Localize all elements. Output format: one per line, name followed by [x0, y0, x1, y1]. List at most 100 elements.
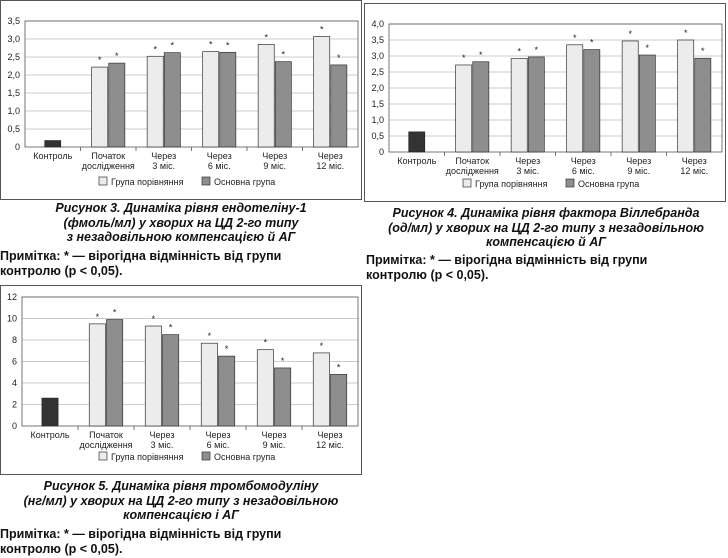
- note-line: контролю (р < 0,05).: [0, 541, 123, 556]
- note-line: контролю (р < 0,05).: [0, 263, 123, 278]
- x-category-label: 12 міс.: [680, 166, 708, 176]
- significance-star: *: [320, 24, 324, 34]
- x-category-label: дослідження: [82, 161, 135, 171]
- caption-line: Рисунок 5. Динаміка рівня тромбомодуліну: [43, 479, 319, 493]
- bar-control: [41, 397, 59, 427]
- bar-comparison: [312, 352, 330, 427]
- significance-star: *: [98, 55, 102, 65]
- legend-label-comparison: Група порівняння: [111, 177, 184, 187]
- legend-label-main: Основна група: [578, 179, 639, 189]
- x-category-label: 12 міс.: [316, 161, 344, 171]
- legend-swatch-main: [565, 178, 575, 188]
- significance-star: *: [225, 344, 229, 354]
- chart-endothelin: 0 0,5 1,0 1,5 2,0 2,5 3,0 3,5 Контроль Початокдос…: [0, 0, 362, 200]
- bar-comparison: [200, 342, 218, 427]
- x-category-label: 9 міс.: [627, 166, 650, 176]
- caption-line: (фмоль/мл) у хворих на ЦД 2-го типу: [63, 215, 299, 230]
- figure-4-chart: 0 0,5 1,0 1,5 2,0 2,5 3,0 3,5 4,0 Контроль Початок…: [364, 3, 726, 202]
- y-tick-label: 0: [12, 421, 17, 431]
- note-line: Примітка: * — вірогідна відмінність від …: [0, 249, 282, 263]
- bar-main: [108, 62, 126, 148]
- bar-comparison: [566, 44, 584, 153]
- x-category-label: Через: [262, 151, 287, 161]
- significance-star: *: [684, 28, 688, 38]
- x-category-label: Через: [151, 151, 176, 161]
- figure-5-caption: Рисунок 5. Динаміка рівня тромбомодуліну…: [0, 479, 362, 523]
- y-tick-label: 1,5: [7, 88, 20, 98]
- significance-star: *: [152, 314, 156, 324]
- x-category-label: Через: [318, 151, 343, 161]
- x-category-label: 3 міс.: [516, 166, 539, 176]
- y-tick-label: 8: [12, 335, 17, 345]
- significance-star: *: [264, 32, 268, 42]
- bar-main: [274, 367, 292, 427]
- bar-main: [106, 319, 124, 427]
- x-category-label: Через: [206, 430, 231, 440]
- bar-comparison: [146, 55, 164, 148]
- y-tick-label: 2,5: [7, 52, 20, 62]
- y-tick-label: 0: [15, 142, 20, 152]
- significance-star: *: [646, 43, 650, 53]
- bar-main: [583, 49, 601, 153]
- significance-star: *: [113, 308, 117, 318]
- y-tick-label: 12: [7, 292, 17, 302]
- significance-star: *: [337, 362, 341, 372]
- bar-main: [163, 52, 181, 148]
- y-tick-label: 0,5: [7, 124, 20, 134]
- figure-5-note: Примітка: * — вірогідна відмінність від …: [0, 527, 362, 556]
- bar-main: [472, 61, 490, 153]
- x-category-label: Через: [515, 156, 540, 166]
- significance-star: *: [115, 51, 119, 61]
- chart-frame: [364, 3, 726, 202]
- x-category-label: 9 міс.: [263, 440, 286, 450]
- x-category-label: 3 міс.: [151, 440, 174, 450]
- y-tick-label: 0,5: [371, 131, 384, 141]
- x-category-label: Через: [318, 430, 343, 440]
- significance-star: *: [226, 40, 230, 50]
- x-category-label: дослідження: [79, 440, 132, 450]
- significance-star: *: [535, 45, 539, 55]
- y-tick-label: 6: [12, 357, 17, 367]
- significance-star: *: [590, 38, 594, 48]
- bar-comparison: [510, 58, 528, 153]
- significance-star: *: [628, 29, 632, 39]
- significance-star: *: [209, 40, 213, 50]
- figure-3-note: Примітка: * — вірогідна відмінність від …: [0, 249, 362, 278]
- bar-comparison: [257, 44, 275, 148]
- figure-3-chart: 0 0,5 1,0 1,5 2,0 2,5 3,0 3,5 Контроль Початок дос…: [0, 0, 362, 200]
- bar-control: [44, 140, 62, 148]
- y-tick-label: 4,0: [371, 19, 384, 29]
- significance-star: *: [462, 53, 466, 63]
- bar-comparison: [202, 51, 220, 148]
- y-tick-label: 1,0: [7, 106, 20, 116]
- bar-main: [638, 54, 656, 153]
- bar-comparison: [256, 349, 274, 427]
- significance-star: *: [264, 338, 268, 348]
- x-category-label: 9 міс.: [263, 161, 286, 171]
- x-category-label: дослідження: [446, 166, 499, 176]
- significance-star: *: [517, 47, 521, 57]
- legend-label-comparison: Група порівняння: [111, 452, 184, 462]
- significance-star: *: [573, 33, 577, 43]
- caption-line: Рисунок 3. Динаміка рівня ендотеліну-1: [55, 201, 307, 215]
- legend-swatch-main: [201, 176, 211, 186]
- y-tick-label: 2: [12, 400, 17, 410]
- x-category-label: 6 міс.: [572, 166, 595, 176]
- chart-frame: [0, 285, 362, 475]
- x-category-label: 6 міс.: [208, 161, 231, 171]
- x-category-label: Через: [626, 156, 651, 166]
- x-category-label: 6 міс.: [207, 440, 230, 450]
- legend-label-main: Основна група: [214, 452, 275, 462]
- y-tick-label: 2,0: [7, 70, 20, 80]
- figure-3-caption: Рисунок 3. Динаміка рівня ендотеліну-1 (…: [0, 201, 362, 245]
- caption-line: з незадовільною компенсацією й АГ: [66, 230, 296, 244]
- y-tick-label: 10: [7, 314, 17, 324]
- bar-comparison: [144, 325, 162, 427]
- bar-comparison: [621, 40, 639, 153]
- legend-swatch-main: [201, 451, 211, 461]
- bar-main: [694, 57, 712, 153]
- y-tick-label: 1,0: [371, 115, 384, 125]
- figure-5-chart: 0 2 4 6 8 10 12 Контроль Початок дослідження * * Чер…: [0, 285, 362, 475]
- x-category-label: Через: [150, 430, 175, 440]
